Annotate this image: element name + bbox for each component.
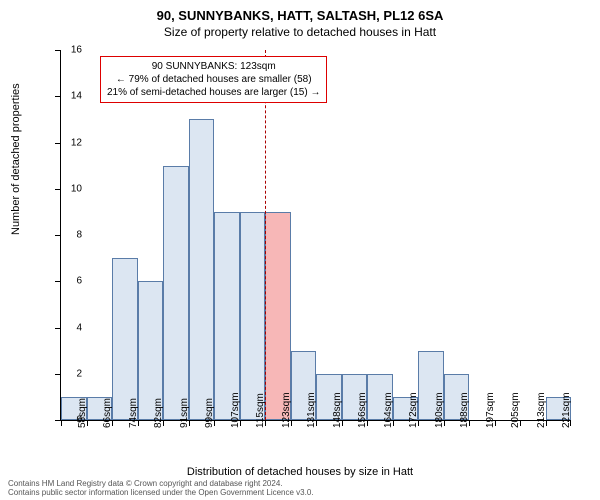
x-tick-label: 66sqm bbox=[102, 398, 113, 428]
annotation-box: 90 SUNNYBANKS: 123sqm← 79% of detached h… bbox=[100, 56, 327, 103]
y-tick bbox=[55, 374, 61, 375]
y-tick-label: 6 bbox=[76, 276, 82, 287]
reference-line bbox=[265, 50, 267, 420]
y-tick-label: 2 bbox=[76, 368, 82, 379]
page-subtitle: Size of property relative to detached ho… bbox=[0, 23, 600, 39]
y-tick-label: 12 bbox=[71, 137, 82, 148]
x-tick-label: 172sqm bbox=[408, 392, 419, 428]
y-axis-title: Number of detached properties bbox=[10, 83, 22, 235]
x-tick-label: 148sqm bbox=[332, 392, 343, 428]
x-tick-label: 58sqm bbox=[77, 398, 88, 428]
x-tick bbox=[61, 420, 62, 426]
y-tick bbox=[55, 50, 61, 51]
x-tick-label: 205sqm bbox=[510, 392, 521, 428]
x-tick-label: 197sqm bbox=[485, 392, 496, 428]
y-tick bbox=[55, 328, 61, 329]
histogram-bar bbox=[189, 119, 215, 420]
histogram-bar bbox=[163, 166, 189, 420]
y-tick bbox=[55, 235, 61, 236]
annotation-line: 90 SUNNYBANKS: 123sqm bbox=[107, 60, 320, 73]
footer-attribution: Contains HM Land Registry data © Crown c… bbox=[8, 479, 314, 498]
y-tick bbox=[55, 189, 61, 190]
y-tick-label: 8 bbox=[76, 230, 82, 241]
histogram-bar bbox=[214, 212, 240, 420]
x-tick-label: 99sqm bbox=[204, 398, 215, 428]
y-tick-label: 10 bbox=[71, 183, 82, 194]
x-tick-label: 164sqm bbox=[383, 392, 394, 428]
histogram-bar bbox=[265, 212, 291, 420]
annotation-line: 21% of semi-detached houses are larger (… bbox=[107, 86, 320, 99]
y-tick bbox=[55, 143, 61, 144]
page-title: 90, SUNNYBANKS, HATT, SALTASH, PL12 6SA bbox=[0, 0, 600, 23]
annotation-line: ← 79% of detached houses are smaller (58… bbox=[107, 73, 320, 86]
x-tick-label: 82sqm bbox=[153, 398, 164, 428]
x-tick-label: 91sqm bbox=[179, 398, 190, 428]
x-tick-label: 213sqm bbox=[536, 392, 547, 428]
y-tick bbox=[55, 281, 61, 282]
x-axis-title: Distribution of detached houses by size … bbox=[0, 466, 600, 478]
x-tick-label: 107sqm bbox=[230, 392, 241, 428]
y-tick-label: 16 bbox=[71, 45, 82, 56]
y-tick-label: 14 bbox=[71, 91, 82, 102]
y-tick bbox=[55, 96, 61, 97]
x-tick-label: 131sqm bbox=[306, 392, 317, 428]
x-tick-label: 123sqm bbox=[281, 392, 292, 428]
histogram-chart bbox=[60, 50, 571, 421]
x-tick-label: 115sqm bbox=[255, 393, 266, 428]
x-tick-label: 180sqm bbox=[434, 392, 445, 428]
x-tick-label: 74sqm bbox=[128, 398, 139, 428]
histogram-bar bbox=[112, 258, 138, 420]
footer-line: Contains HM Land Registry data © Crown c… bbox=[8, 479, 314, 489]
y-tick-label: 4 bbox=[76, 322, 82, 333]
histogram-bar bbox=[240, 212, 266, 420]
x-tick-label: 188sqm bbox=[459, 392, 470, 428]
footer-line: Contains public sector information licen… bbox=[8, 488, 314, 498]
x-tick-label: 156sqm bbox=[357, 392, 368, 428]
x-tick-label: 221sqm bbox=[561, 392, 572, 428]
